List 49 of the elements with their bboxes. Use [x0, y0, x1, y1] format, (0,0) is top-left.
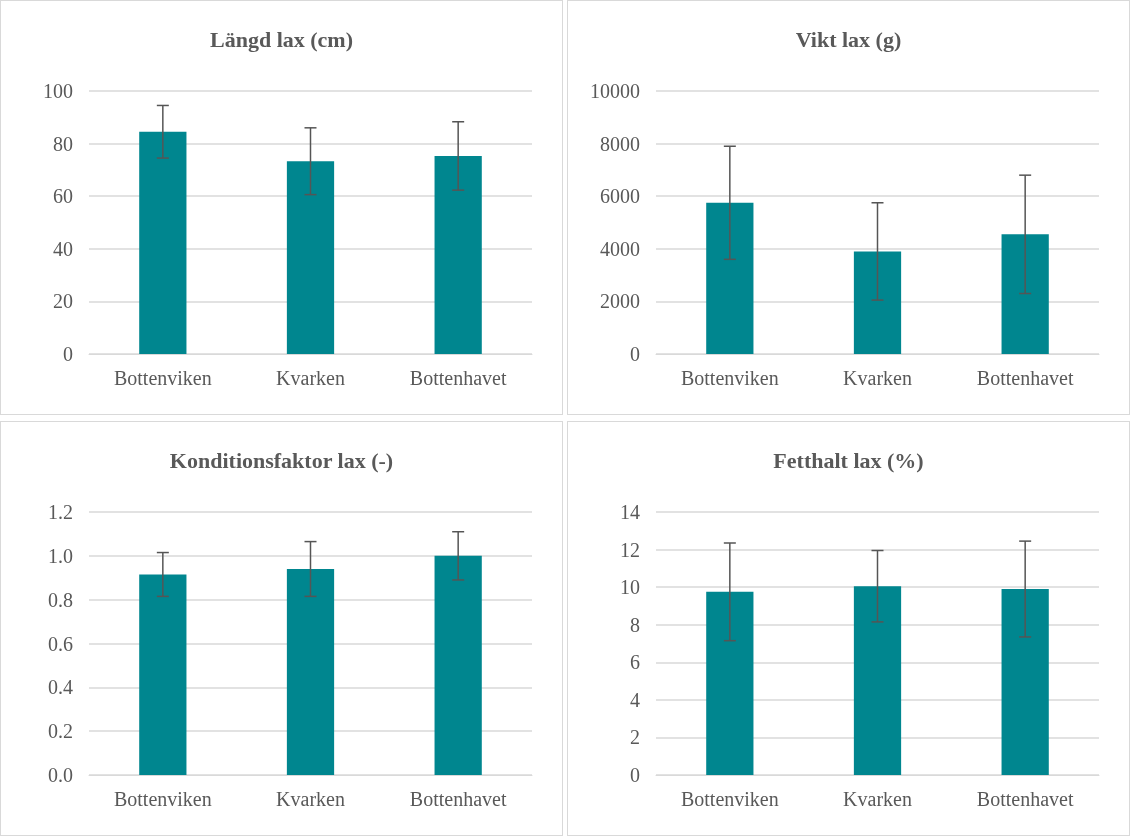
y-tick-label: 2000	[600, 290, 640, 313]
y-tick-label: 0.4	[48, 676, 73, 699]
y-tick-label: 8000	[600, 132, 640, 155]
bar	[853, 251, 902, 354]
x-tick-label: Kvarken	[276, 788, 345, 810]
x-tick-label: Bottenviken	[680, 788, 779, 810]
y-tick-label: 0.8	[48, 588, 73, 611]
bar	[706, 202, 754, 354]
bar	[286, 161, 335, 354]
bar	[1001, 234, 1049, 354]
y-tick-label: 80	[53, 132, 73, 155]
y-tick-label: 60	[53, 185, 73, 208]
y-tick-label: 6000	[600, 185, 640, 208]
chart-title: Fetthalt lax (%)	[773, 447, 924, 473]
y-tick-label: 10000	[590, 80, 640, 102]
y-tick-label: 4	[630, 688, 640, 711]
x-tick-label: Kvarken	[843, 788, 912, 810]
y-tick-label: 1.2	[48, 501, 73, 523]
x-tick-label: Bottenviken	[680, 367, 779, 389]
y-tick-label: 8	[630, 613, 640, 636]
y-tick-label: 0.6	[48, 632, 73, 655]
y-tick-label: 1.0	[48, 544, 73, 567]
x-tick-label: Bottenhavet	[409, 788, 507, 810]
y-tick-label: 2	[630, 726, 640, 749]
y-tick-label: 40	[53, 237, 73, 260]
x-tick-label: Bottenviken	[113, 367, 212, 389]
bar	[139, 131, 187, 354]
x-tick-label: Kvarken	[843, 367, 912, 389]
y-tick-label: 12	[620, 538, 640, 561]
y-tick-label: 14	[620, 501, 640, 523]
bar	[434, 155, 482, 354]
y-tick-label: 0	[630, 343, 640, 365]
y-tick-label: 0	[630, 764, 640, 786]
chart-title: Konditionsfaktor lax (-)	[169, 447, 394, 473]
y-tick-label: 0.2	[48, 720, 73, 743]
y-tick-label: 6	[630, 651, 640, 674]
x-tick-label: Bottenviken	[113, 788, 212, 810]
chart-title: Längd lax (cm)	[210, 26, 353, 52]
y-tick-label: 4000	[600, 237, 640, 260]
x-tick-label: Bottenhavet	[976, 367, 1074, 389]
y-tick-label: 0.0	[48, 764, 73, 786]
chart-title: Vikt lax (g)	[795, 26, 902, 52]
y-tick-label: 10	[620, 576, 640, 599]
x-tick-label: Bottenhavet	[976, 788, 1074, 810]
y-tick-label: 0	[63, 343, 73, 365]
y-tick-label: 100	[43, 80, 73, 102]
y-tick-label: 20	[53, 290, 73, 313]
x-tick-label: Kvarken	[276, 367, 345, 389]
x-tick-label: Bottenhavet	[409, 367, 507, 389]
